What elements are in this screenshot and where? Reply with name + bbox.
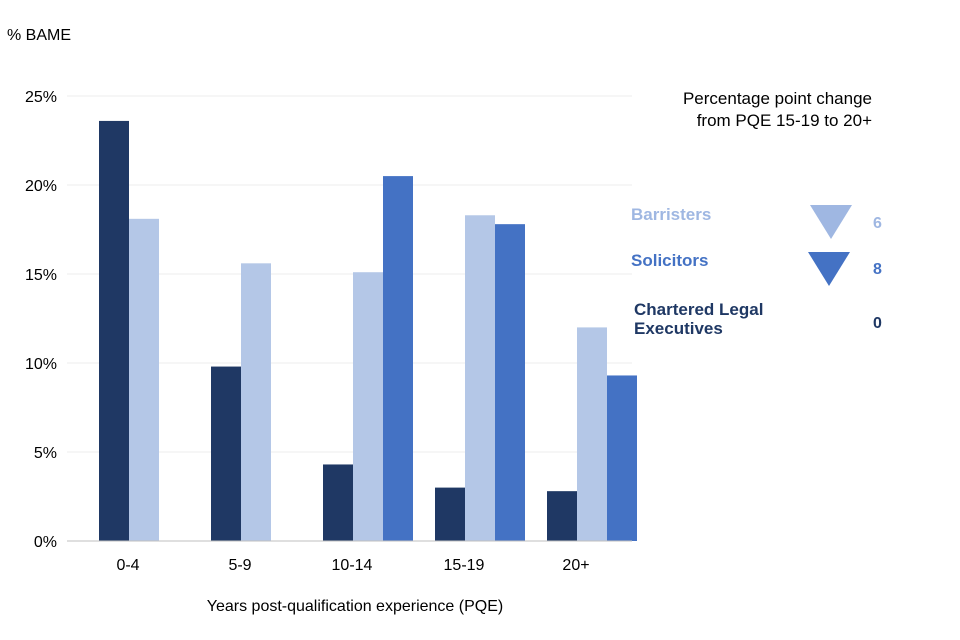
bar-chartered-legal-executives-10-14 xyxy=(323,464,353,541)
legend-change-chartered-legal-executives: 0 xyxy=(873,315,882,332)
legend-label-chartered-legal-executives: Chartered Legal Executives xyxy=(634,300,764,338)
y-tick-label: 20% xyxy=(25,178,57,195)
bar-solicitors-15-19 xyxy=(495,224,525,541)
bar-barristers-15-19 xyxy=(465,215,495,541)
down-triangle-icon xyxy=(808,252,850,286)
legend-change-solicitors: 8 xyxy=(873,261,882,278)
y-axis-ticks: 0% 5% 10% 15% 20% 25% xyxy=(25,89,57,551)
x-tick-label: 5-9 xyxy=(228,557,251,574)
bar-barristers-20+ xyxy=(577,327,607,541)
legend-label-solicitors: Solicitors xyxy=(631,251,709,270)
bar-barristers-0-4 xyxy=(129,218,159,541)
x-axis-ticks: 0-4 5-9 10-14 15-19 20+ xyxy=(116,557,589,574)
x-tick-label: 20+ xyxy=(562,557,589,574)
y-axis-label: % BAME xyxy=(7,27,71,44)
bar-solicitors-20+ xyxy=(607,375,637,541)
legend-change-barristers: 6 xyxy=(873,215,882,232)
x-tick-label: 0-4 xyxy=(116,557,139,574)
y-tick-label: 15% xyxy=(25,267,57,284)
y-tick-label: 25% xyxy=(25,89,57,106)
legend-title: Percentage point change from PQE 15-19 t… xyxy=(682,89,872,130)
bars xyxy=(99,120,637,542)
legend-label-barristers: Barristers xyxy=(631,205,712,224)
down-triangle-icon xyxy=(810,205,852,239)
bar-chartered-legal-executives-20+ xyxy=(547,491,577,541)
y-tick-label: 5% xyxy=(34,445,57,462)
bar-barristers-5-9 xyxy=(241,263,271,541)
x-tick-label: 15-19 xyxy=(444,557,485,574)
x-tick-label: 10-14 xyxy=(332,557,373,574)
bar-barristers-10-14 xyxy=(353,272,383,541)
y-tick-label: 0% xyxy=(34,534,57,551)
x-axis-label: Years post-qualification experience (PQE… xyxy=(207,598,503,615)
bar-chartered-legal-executives-15-19 xyxy=(435,487,465,541)
bar-solicitors-10-14 xyxy=(383,176,413,541)
bar-chartered-legal-executives-0-4 xyxy=(99,120,129,542)
bar-chartered-legal-executives-5-9 xyxy=(211,366,241,541)
y-tick-label: 10% xyxy=(25,356,57,373)
gridlines xyxy=(67,95,632,453)
